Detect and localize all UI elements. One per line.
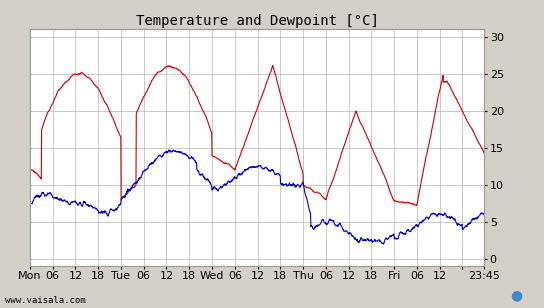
Text: www.vaisala.com: www.vaisala.com — [5, 296, 86, 305]
Title: Temperature and Dewpoint [°C]: Temperature and Dewpoint [°C] — [135, 14, 379, 28]
Text: ●: ● — [510, 288, 522, 302]
